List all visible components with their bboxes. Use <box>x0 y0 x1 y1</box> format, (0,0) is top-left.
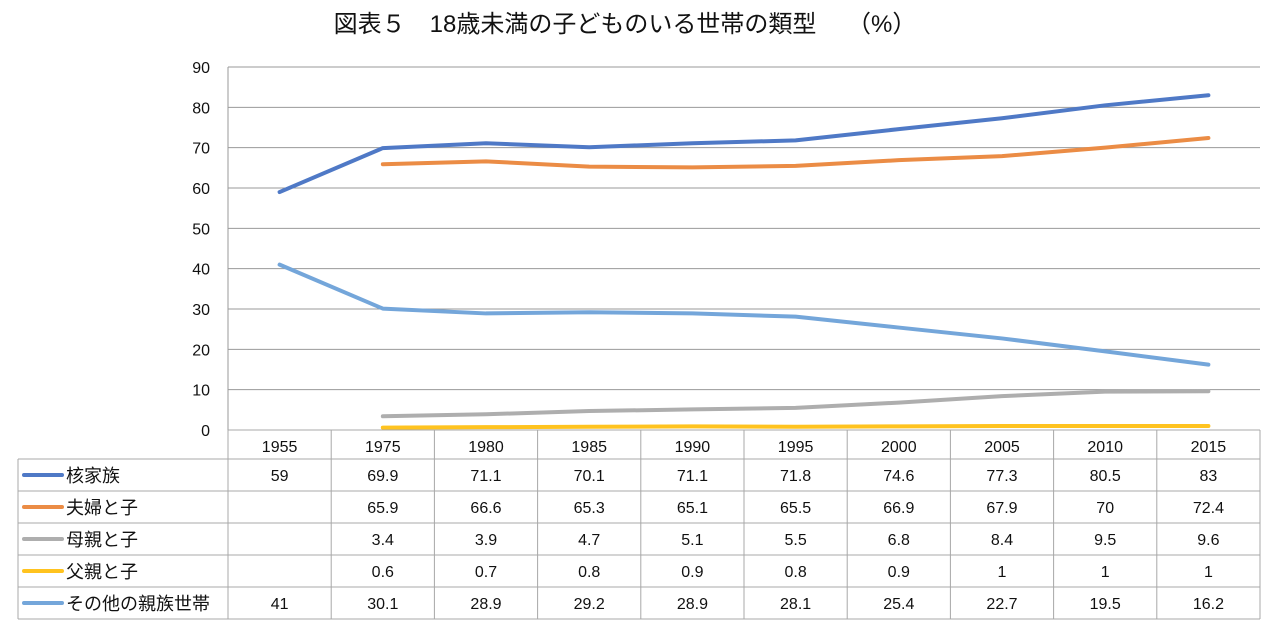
x-tick-label: 2000 <box>881 439 917 456</box>
grid: 0 10 20 30 40 50 60 70 80 90 <box>192 60 1260 440</box>
y-tick-label: 90 <box>192 60 210 77</box>
data-label: 65.5 <box>780 500 811 517</box>
data-label: 29.2 <box>574 596 605 613</box>
data-label: 6.8 <box>888 532 910 549</box>
x-tick-label: 2015 <box>1191 439 1227 456</box>
data-label: 0.9 <box>888 564 910 581</box>
data-label: 66.6 <box>470 500 501 517</box>
data-label: 71.1 <box>470 468 501 485</box>
data-label: 70 <box>1096 500 1114 517</box>
data-label: 9.6 <box>1197 532 1219 549</box>
data-label: 16.2 <box>1193 596 1224 613</box>
data-label: 25.4 <box>883 596 914 613</box>
series-line <box>380 389 1211 419</box>
data-label: 65.3 <box>574 500 605 517</box>
data-label: 28.1 <box>780 596 811 613</box>
x-tick-label: 2005 <box>984 439 1020 456</box>
x-tick-label: 1995 <box>778 439 814 456</box>
data-label: 65.1 <box>677 500 708 517</box>
data-label: 30.1 <box>367 596 398 613</box>
x-tick-label: 1975 <box>365 439 401 456</box>
data-label: 69.9 <box>367 468 398 485</box>
data-label: 67.9 <box>986 500 1017 517</box>
data-label: 71.8 <box>780 468 811 485</box>
y-tick-label: 50 <box>192 221 210 238</box>
y-tick-label: 30 <box>192 302 210 319</box>
data-label: 70.1 <box>574 468 605 485</box>
legend-label: 母親と子 <box>66 530 138 550</box>
data-label: 19.5 <box>1090 596 1121 613</box>
data-label: 4.7 <box>578 532 600 549</box>
data-label: 1 <box>1204 564 1213 581</box>
y-tick-label: 60 <box>192 181 210 198</box>
data-label: 65.9 <box>367 500 398 517</box>
data-label: 66.9 <box>883 500 914 517</box>
chart-title: 図表５ 18歳未満の子どものいる世帯の類型 （%） <box>334 11 917 38</box>
x-tick-label: 2010 <box>1087 439 1123 456</box>
data-label: 59 <box>271 468 289 485</box>
legend-label: 夫婦と子 <box>66 498 138 518</box>
y-tick-label: 20 <box>192 342 210 359</box>
series-line <box>277 93 1211 195</box>
data-label: 0.8 <box>578 564 600 581</box>
data-label: 41 <box>271 596 289 613</box>
data-label: 0.6 <box>372 564 394 581</box>
y-tick-label: 80 <box>192 100 210 117</box>
x-tick-label: 1980 <box>468 439 504 456</box>
data-label: 8.4 <box>991 532 1013 549</box>
data-label: 72.4 <box>1193 500 1224 517</box>
data-label: 5.1 <box>681 532 703 549</box>
data-label: 22.7 <box>986 596 1017 613</box>
data-label: 80.5 <box>1090 468 1121 485</box>
data-label: 28.9 <box>677 596 708 613</box>
legend-label: 父親と子 <box>66 562 138 582</box>
data-label: 28.9 <box>470 596 501 613</box>
x-tick-label: 1955 <box>262 439 298 456</box>
legend-label: 核家族 <box>66 466 120 486</box>
data-label: 1 <box>1101 564 1110 581</box>
y-tick-label: 10 <box>192 383 210 400</box>
y-tick-label: 0 <box>201 423 210 440</box>
series-line <box>277 262 1211 367</box>
data-table: 1955 1975 1980 1985 1990 1995 2000 2005 2010 2015… <box>17 429 1261 620</box>
data-label: 3.9 <box>475 532 497 549</box>
x-tick-label: 1990 <box>675 439 711 456</box>
data-label: 77.3 <box>986 468 1017 485</box>
data-label: 83 <box>1200 468 1218 485</box>
data-label: 0.7 <box>475 564 497 581</box>
data-label: 1 <box>998 564 1007 581</box>
data-label: 71.1 <box>677 468 708 485</box>
series-lines <box>277 93 1211 430</box>
data-label: 0.9 <box>681 564 703 581</box>
data-label: 3.4 <box>372 532 394 549</box>
data-label: 5.5 <box>784 532 806 549</box>
y-tick-label: 70 <box>192 141 210 158</box>
x-tick-label: 1985 <box>571 439 607 456</box>
data-label: 9.5 <box>1094 532 1116 549</box>
data-label: 74.6 <box>883 468 914 485</box>
y-tick-label: 40 <box>192 262 210 279</box>
data-label: 0.8 <box>784 564 806 581</box>
series-line <box>380 135 1211 170</box>
series-line <box>380 423 1211 430</box>
legend-label: その他の親族世帯 <box>66 594 210 614</box>
